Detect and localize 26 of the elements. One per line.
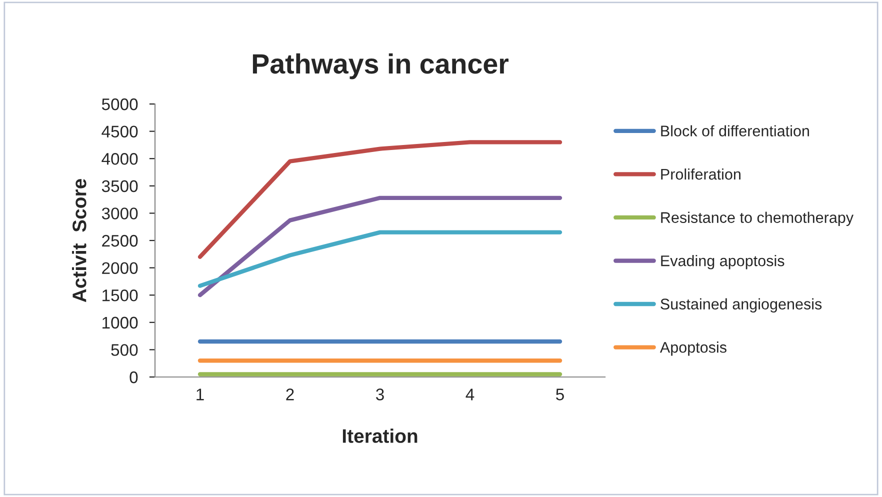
y-tick-label: 500 — [111, 344, 138, 356]
x-axis-title: Iteration — [342, 428, 418, 443]
y-tick-label: 3500 — [102, 180, 138, 192]
x-tick-label: 4 — [466, 388, 474, 400]
legend-label: Proliferation — [661, 168, 740, 180]
legend-label: Resistance to chemotherapy — [661, 212, 854, 226]
y-tick-label: 1000 — [102, 316, 138, 329]
y-tick-label: 4000 — [102, 153, 138, 165]
legend-label: Apoptosis — [660, 342, 726, 356]
x-tick-label: 5 — [556, 388, 564, 400]
y-tick-label: 4500 — [102, 126, 138, 138]
y-tick-label: 2000 — [102, 262, 138, 274]
chart-title: Pathways in cancer — [252, 53, 509, 80]
y-tick-label: 5000 — [102, 98, 138, 110]
legend-label: Evading apoptosis — [661, 255, 784, 270]
y-tick-label: 1500 — [102, 290, 138, 302]
x-tick-label: 1 — [196, 388, 204, 400]
y-tick-label: 0 — [130, 371, 138, 384]
legend-label: Sustained angiogenesis — [660, 298, 822, 313]
y-tick-label: 3000 — [102, 208, 138, 220]
x-tick-label: 3 — [376, 388, 384, 400]
x-tick-label: 2 — [286, 388, 294, 400]
legend-label: Block of differentiation — [661, 125, 809, 136]
y-axis-title: Activit Score — [72, 179, 86, 302]
line-series — [198, 140, 562, 259]
y-tick-label: 2500 — [102, 234, 138, 247]
